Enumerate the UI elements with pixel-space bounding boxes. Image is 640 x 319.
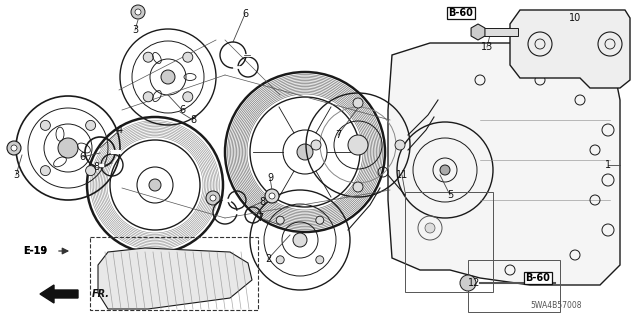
Bar xyxy=(468,260,560,312)
Circle shape xyxy=(135,9,141,15)
Text: 6: 6 xyxy=(242,9,248,19)
Text: B-60: B-60 xyxy=(449,8,474,18)
Text: 8: 8 xyxy=(259,197,265,207)
Text: 3: 3 xyxy=(13,170,19,180)
Circle shape xyxy=(86,166,95,176)
Bar xyxy=(405,192,493,292)
Circle shape xyxy=(425,223,435,233)
Text: 9: 9 xyxy=(267,173,273,183)
Bar xyxy=(524,272,552,284)
Polygon shape xyxy=(471,24,485,40)
Circle shape xyxy=(11,145,17,151)
Text: 3: 3 xyxy=(132,25,138,35)
Text: E-19: E-19 xyxy=(23,246,47,256)
Text: 6: 6 xyxy=(79,152,85,162)
Text: 7: 7 xyxy=(335,130,341,140)
Circle shape xyxy=(131,5,145,19)
Polygon shape xyxy=(388,43,620,285)
Circle shape xyxy=(440,165,450,175)
Circle shape xyxy=(395,140,405,150)
Text: FR.: FR. xyxy=(92,289,110,299)
Text: 7: 7 xyxy=(257,213,263,223)
Text: 12: 12 xyxy=(468,278,480,288)
Text: 6: 6 xyxy=(179,105,185,115)
Text: 5WA4B57008: 5WA4B57008 xyxy=(531,300,582,309)
Text: E-19: E-19 xyxy=(23,246,47,256)
Text: 8: 8 xyxy=(93,162,99,172)
Text: 8: 8 xyxy=(190,115,196,125)
Circle shape xyxy=(183,52,193,62)
Polygon shape xyxy=(98,248,252,309)
Bar xyxy=(480,28,518,36)
Circle shape xyxy=(276,256,284,264)
Circle shape xyxy=(40,166,51,176)
Text: 10: 10 xyxy=(569,13,581,23)
Circle shape xyxy=(86,120,95,130)
Circle shape xyxy=(143,52,153,62)
Circle shape xyxy=(149,179,161,191)
FancyArrow shape xyxy=(40,285,78,303)
Bar xyxy=(447,7,475,19)
Circle shape xyxy=(353,182,363,192)
Circle shape xyxy=(311,140,321,150)
Circle shape xyxy=(316,256,324,264)
Circle shape xyxy=(348,135,368,155)
Text: 1: 1 xyxy=(605,160,611,170)
Text: 5: 5 xyxy=(447,190,453,200)
Circle shape xyxy=(293,233,307,247)
Text: B-60: B-60 xyxy=(525,273,550,283)
Circle shape xyxy=(316,216,324,224)
Circle shape xyxy=(353,98,363,108)
Circle shape xyxy=(210,195,216,201)
Circle shape xyxy=(276,216,284,224)
Circle shape xyxy=(206,191,220,205)
Circle shape xyxy=(40,120,51,130)
Circle shape xyxy=(265,189,279,203)
Circle shape xyxy=(161,70,175,84)
Circle shape xyxy=(183,92,193,102)
Circle shape xyxy=(58,138,78,158)
Circle shape xyxy=(7,141,21,155)
Circle shape xyxy=(269,193,275,199)
Polygon shape xyxy=(510,10,630,88)
Circle shape xyxy=(143,92,153,102)
Text: 13: 13 xyxy=(481,42,493,52)
Circle shape xyxy=(460,275,476,291)
Text: 4: 4 xyxy=(117,125,123,135)
Circle shape xyxy=(297,144,313,160)
Text: 11: 11 xyxy=(396,170,408,180)
Text: 2: 2 xyxy=(265,254,271,264)
Bar xyxy=(90,237,258,310)
